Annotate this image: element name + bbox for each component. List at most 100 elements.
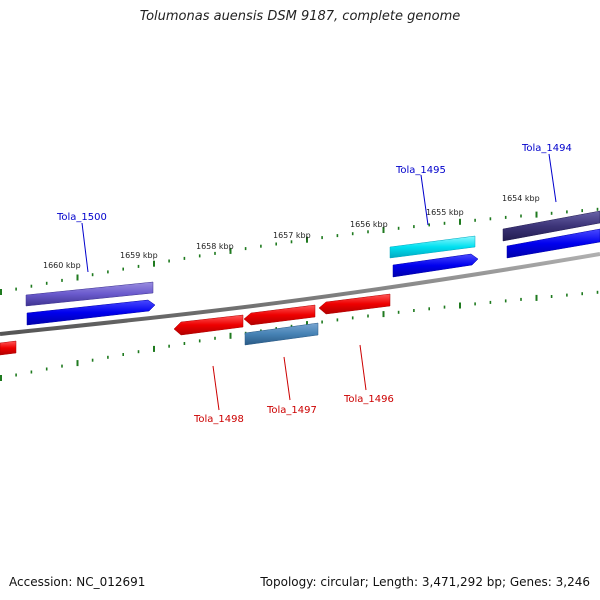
genome-backbone bbox=[0, 252, 600, 336]
topology-text: Topology: circular; Length: 3,471,292 bp… bbox=[260, 575, 590, 589]
gene-label-tola-1494[interactable]: Tola_1494 bbox=[521, 143, 572, 154]
minor-tick bbox=[45, 281, 48, 285]
minor-tick bbox=[336, 234, 339, 238]
minor-tick bbox=[566, 210, 568, 214]
minor-tick bbox=[290, 324, 293, 328]
minor-tick bbox=[351, 316, 354, 320]
gene-label-tola-1497[interactable]: Tola_1497 bbox=[266, 405, 317, 416]
minor-tick bbox=[367, 314, 369, 318]
major-tick bbox=[306, 236, 308, 243]
minor-tick bbox=[566, 293, 568, 297]
cds-tola-1500-arrow[interactable] bbox=[26, 299, 156, 326]
gene-label-tola-1500[interactable]: Tola_1500 bbox=[56, 212, 107, 223]
minor-tick bbox=[321, 320, 323, 324]
minor-tick bbox=[504, 299, 507, 303]
minor-tick bbox=[122, 353, 124, 356]
major-tick bbox=[76, 274, 79, 281]
cds-tola-1496-arrow[interactable] bbox=[318, 293, 391, 315]
minor-tick bbox=[137, 350, 140, 354]
minor-tick bbox=[520, 297, 522, 301]
major-tick bbox=[229, 332, 232, 339]
minor-tick bbox=[321, 236, 323, 240]
minor-tick bbox=[15, 287, 17, 291]
major-tick bbox=[0, 289, 2, 295]
gene-label-tola-1498[interactable]: Tola_1498 bbox=[193, 414, 244, 425]
minor-tick bbox=[30, 370, 33, 374]
major-tick bbox=[535, 294, 538, 301]
minor-tick bbox=[244, 247, 247, 251]
minor-tick bbox=[413, 225, 415, 229]
leader-tola-1498 bbox=[212, 365, 220, 411]
minor-tick bbox=[504, 215, 507, 219]
major-tick bbox=[0, 375, 2, 381]
gene-tola-1495-bar[interactable] bbox=[389, 235, 476, 259]
minor-tick bbox=[15, 373, 17, 377]
minor-tick bbox=[428, 223, 430, 227]
leader-tola-1494 bbox=[548, 153, 557, 203]
accession-text: Accession: NC_012691 bbox=[9, 575, 146, 589]
cds-tola-1494-arrow[interactable] bbox=[506, 228, 600, 259]
leader-tola-1497 bbox=[283, 356, 291, 401]
ruler-label: 1654 kbp bbox=[502, 194, 540, 203]
outer-tick-marks bbox=[0, 207, 599, 295]
major-tick bbox=[459, 218, 461, 225]
major-tick bbox=[153, 260, 155, 267]
minor-tick bbox=[413, 309, 415, 312]
minor-tick bbox=[489, 300, 492, 304]
major-tick bbox=[382, 311, 385, 318]
major-tick bbox=[306, 321, 308, 328]
minor-tick bbox=[550, 211, 553, 215]
ruler-labels: 1660 kbp 1659 kbp 1658 kbp 1657 kbp 1656… bbox=[43, 194, 540, 270]
minor-tick bbox=[122, 267, 124, 271]
minor-tick bbox=[107, 270, 109, 274]
minor-tick bbox=[443, 221, 446, 225]
major-tick bbox=[76, 360, 79, 367]
major-tick bbox=[153, 345, 155, 352]
major-tick bbox=[229, 247, 232, 254]
minor-tick bbox=[489, 217, 492, 221]
minor-tick bbox=[550, 295, 553, 298]
minor-tick bbox=[91, 273, 94, 277]
ruler-label: 1655 kbp bbox=[426, 208, 464, 217]
leader-tola-1495 bbox=[420, 174, 429, 226]
gene-tola-1494-bar[interactable] bbox=[502, 210, 600, 242]
forward-features bbox=[25, 210, 600, 326]
minor-tick bbox=[198, 339, 201, 343]
gene-labels: Tola_1500 Tola_1495 Tola_1494 Tola_1498 … bbox=[56, 143, 572, 425]
cds-tola-1498-arrow[interactable] bbox=[173, 314, 244, 336]
major-tick bbox=[459, 302, 461, 309]
minor-tick bbox=[367, 230, 369, 234]
minor-tick bbox=[596, 207, 599, 211]
minor-tick bbox=[428, 307, 430, 311]
minor-tick bbox=[581, 292, 583, 296]
minor-tick bbox=[336, 318, 339, 322]
minor-tick bbox=[581, 209, 583, 213]
gene-tola-1500-bar[interactable] bbox=[25, 281, 154, 307]
gene-label-tola-1496[interactable]: Tola_1496 bbox=[343, 394, 394, 405]
minor-tick bbox=[397, 226, 400, 230]
label-leaders bbox=[81, 153, 557, 411]
inner-tick-marks bbox=[0, 290, 599, 381]
minor-tick bbox=[443, 305, 446, 309]
cds-tola-1497-arrow[interactable] bbox=[243, 304, 316, 326]
minor-tick bbox=[520, 214, 522, 218]
gene-tola-1497-bar[interactable] bbox=[244, 322, 319, 346]
minor-tick bbox=[168, 259, 170, 263]
ruler-label: 1657 kbp bbox=[273, 231, 311, 240]
ruler-label: 1660 kbp bbox=[43, 261, 81, 270]
minor-tick bbox=[397, 310, 400, 314]
minor-tick bbox=[107, 355, 109, 359]
minor-tick bbox=[596, 290, 599, 294]
minor-tick bbox=[45, 367, 48, 371]
minor-tick bbox=[183, 256, 186, 260]
gene-label-tola-1495[interactable]: Tola_1495 bbox=[395, 165, 446, 176]
cds-left-edge-partial[interactable] bbox=[0, 340, 17, 356]
minor-tick bbox=[214, 336, 216, 340]
leader-tola-1500 bbox=[81, 222, 89, 273]
minor-tick bbox=[290, 240, 293, 244]
minor-tick bbox=[474, 302, 476, 306]
ruler-label: 1656 kbp bbox=[350, 220, 388, 229]
minor-tick bbox=[474, 218, 476, 222]
cds-tola-1495-arrow[interactable] bbox=[392, 253, 479, 278]
